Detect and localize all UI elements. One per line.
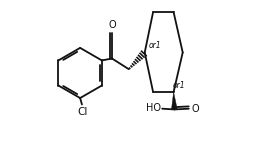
- Text: or1: or1: [173, 81, 185, 90]
- Text: HO: HO: [146, 103, 162, 113]
- Text: O: O: [192, 104, 199, 114]
- Polygon shape: [172, 92, 177, 110]
- Text: Cl: Cl: [78, 107, 88, 117]
- Text: O: O: [108, 20, 116, 30]
- Text: or1: or1: [148, 41, 161, 50]
